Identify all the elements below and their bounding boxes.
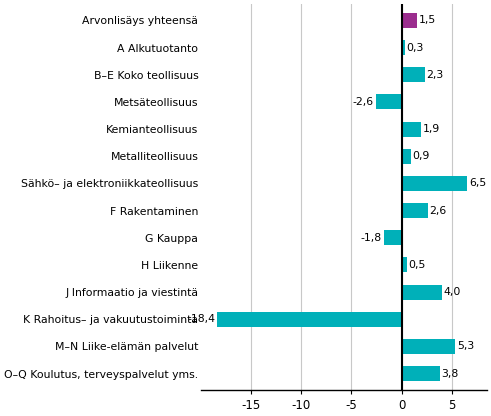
- Bar: [402, 176, 467, 191]
- Text: 6,5: 6,5: [469, 178, 486, 188]
- Text: 2,6: 2,6: [430, 206, 447, 215]
- Text: 3,8: 3,8: [442, 369, 459, 379]
- Bar: [383, 230, 402, 245]
- Text: 1,9: 1,9: [423, 124, 440, 134]
- Bar: [376, 94, 402, 109]
- Bar: [402, 149, 410, 164]
- Bar: [402, 67, 425, 82]
- Bar: [402, 121, 421, 136]
- Text: 0,3: 0,3: [407, 42, 424, 52]
- Bar: [402, 285, 442, 300]
- Text: 5,3: 5,3: [457, 342, 474, 352]
- Text: 1,5: 1,5: [419, 15, 436, 25]
- Text: 4,0: 4,0: [444, 287, 461, 297]
- Bar: [402, 339, 455, 354]
- Bar: [402, 258, 407, 272]
- Bar: [402, 13, 417, 28]
- Text: -18,4: -18,4: [187, 314, 215, 324]
- Bar: [402, 203, 428, 218]
- Text: 2,3: 2,3: [427, 70, 444, 80]
- Bar: [402, 40, 405, 55]
- Text: 0,5: 0,5: [409, 260, 426, 270]
- Text: 0,9: 0,9: [412, 151, 430, 161]
- Text: -2,6: -2,6: [353, 97, 374, 107]
- Text: -1,8: -1,8: [360, 233, 382, 243]
- Bar: [217, 312, 402, 327]
- Bar: [402, 366, 440, 381]
